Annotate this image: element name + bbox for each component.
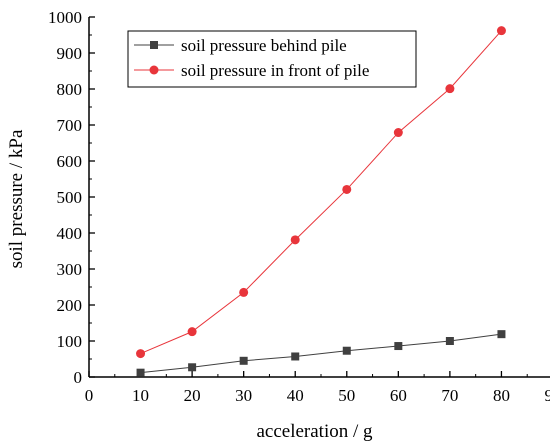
data-point xyxy=(188,363,197,372)
data-point xyxy=(445,84,455,94)
legend-marker xyxy=(149,65,159,75)
x-tick-label: 40 xyxy=(287,386,304,405)
y-tick-label: 300 xyxy=(57,260,83,279)
y-axis-title: soil pressure / kPa xyxy=(6,129,27,268)
data-point xyxy=(187,327,197,337)
x-tick-label: 50 xyxy=(338,386,355,405)
data-point xyxy=(239,287,249,297)
y-tick-label: 400 xyxy=(57,224,83,243)
data-point xyxy=(290,235,300,245)
y-tick-label: 900 xyxy=(57,44,83,63)
data-point xyxy=(394,342,403,351)
x-tick-label: 30 xyxy=(235,386,252,405)
y-tick-label: 200 xyxy=(57,296,83,315)
data-point xyxy=(445,337,454,345)
x-tick-label: 60 xyxy=(390,386,407,405)
legend-label: soil pressure behind pile xyxy=(181,36,347,55)
y-tick-label: 700 xyxy=(57,116,83,135)
y-axis: 0 100 200 300 400 500 600 700 800 900 1000 xyxy=(48,8,95,387)
y-tick-label: 800 xyxy=(57,80,83,99)
data-point xyxy=(342,346,351,355)
x-tick-label: 70 xyxy=(441,386,458,405)
data-point xyxy=(497,330,506,339)
x-tick-label: 90 xyxy=(545,386,550,405)
y-tick-label: 100 xyxy=(57,332,83,351)
legend-item: soil pressure behind pile xyxy=(134,36,347,55)
legend-box xyxy=(127,30,417,88)
legend-label: soil pressure in front of pile xyxy=(181,61,369,80)
series-line xyxy=(140,30,502,355)
series-layer xyxy=(136,26,506,377)
series-1 xyxy=(136,26,506,359)
legend-marker xyxy=(150,41,158,49)
y-tick-label: 600 xyxy=(57,152,83,171)
y-tick-label: 1000 xyxy=(48,8,82,27)
data-point xyxy=(136,349,146,359)
x-axis-title: acceleration / g xyxy=(256,421,373,442)
data-point xyxy=(239,356,248,365)
x-tick-label: 10 xyxy=(132,386,149,405)
series-0 xyxy=(136,330,506,377)
y-tick-label: 0 xyxy=(74,368,83,387)
x-axis: 0 10 20 30 40 50 60 70 80 90 xyxy=(85,371,550,405)
data-point xyxy=(136,368,145,377)
x-tick-label: 0 xyxy=(85,386,94,405)
data-point xyxy=(496,26,506,36)
legend-item: soil pressure in front of pile xyxy=(134,61,369,80)
data-point xyxy=(393,128,403,138)
y-tick-label: 500 xyxy=(57,188,83,207)
series-line xyxy=(140,333,502,374)
legend: soil pressure behind pile soil pressure i… xyxy=(127,30,417,88)
data-point xyxy=(291,352,300,361)
data-point xyxy=(342,184,352,194)
x-tick-label: 80 xyxy=(493,386,510,405)
x-tick-label: 20 xyxy=(184,386,201,405)
